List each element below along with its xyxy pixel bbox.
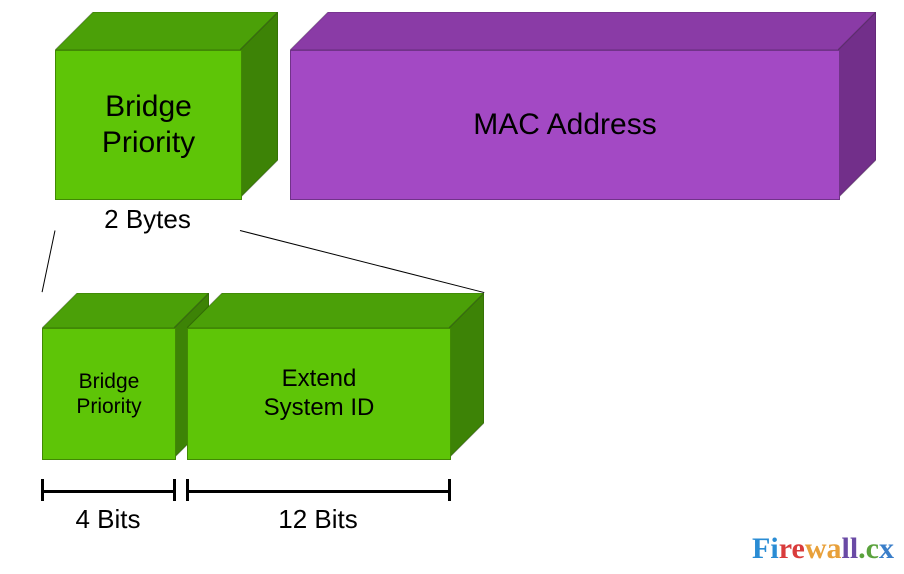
range-12bits-label: 12 Bits — [187, 504, 449, 535]
top-box-bridge-priority-label: Bridge Priority — [55, 50, 242, 200]
range-12bits-tick-1 — [448, 479, 451, 501]
range-12bits-tick-0 — [186, 479, 189, 501]
bottom-box-extend-system-id-label: Extend System ID — [187, 328, 451, 460]
range-12bits-bar — [187, 490, 449, 493]
bottom-box-extend-system-id: Extend System ID — [187, 293, 484, 458]
watermark-text: Firewall.cx — [752, 532, 894, 566]
connector-right — [240, 230, 484, 293]
range-4bits-tick-1 — [173, 479, 176, 501]
bottom-box-bridge-priority-label: Bridge Priority — [42, 328, 176, 460]
caption-2-bytes: 2 Bytes — [55, 204, 240, 235]
top-box-bridge-priority: Bridge Priority — [55, 12, 278, 198]
range-4bits-bar — [42, 490, 174, 493]
top-box-mac-address-label: MAC Address — [290, 50, 840, 200]
bottom-box-bridge-priority: Bridge Priority — [42, 293, 209, 458]
range-4bits-label: 4 Bits — [42, 504, 174, 535]
connector-left — [42, 230, 56, 292]
range-4bits-tick-0 — [41, 479, 44, 501]
top-box-mac-address: MAC Address — [290, 12, 876, 198]
